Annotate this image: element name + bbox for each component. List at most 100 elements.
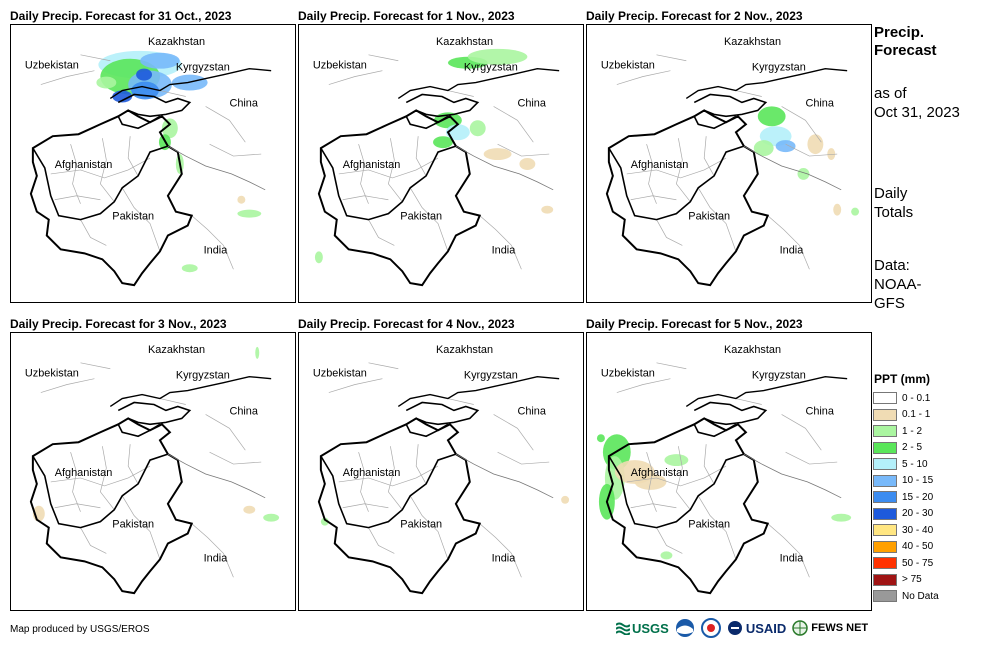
afghanistan-pakistan-border <box>29 417 194 595</box>
admin-boundary <box>735 90 822 143</box>
legend-swatch <box>873 573 897 586</box>
partner-logos: USGS USAID FEWS NET <box>616 618 868 638</box>
totals-label: Totals <box>874 204 914 221</box>
admin-boundary <box>342 503 389 509</box>
as-of-date: as of Oct 31, 2023 <box>874 84 974 122</box>
country-label: Pakistan <box>112 211 154 223</box>
panel-title-3: Daily Precip. Forecast for 2 Nov., 2023 <box>586 9 803 23</box>
map-svg-4: Kazakhstan Uzbekistan Kyrgyzstan China Afgha… <box>25 344 280 595</box>
legend-item: 0 - 0.1 <box>873 390 939 407</box>
country-label: India <box>780 552 805 564</box>
precip-area <box>237 209 262 218</box>
india-border <box>743 145 842 191</box>
country-label: Kazakhstan <box>148 344 205 356</box>
admin-boundary <box>703 444 715 485</box>
admin-boundary <box>70 144 81 204</box>
precip-area <box>753 140 774 157</box>
precip-area <box>660 551 673 560</box>
precip-area <box>181 264 198 273</box>
map-panel-6: Kazakhstan Uzbekistan Kyrgyzstan China Afgha… <box>586 332 872 611</box>
admin-boundary <box>409 187 449 252</box>
country-label: Uzbekistan <box>313 60 367 72</box>
admin-boundary <box>409 495 449 560</box>
precip-area <box>807 134 824 155</box>
precip-area <box>237 195 246 204</box>
admin-boundary <box>479 523 522 578</box>
map-svg-5: Kazakhstan Uzbekistan Kyrgyzstan China Afgha… <box>313 344 570 595</box>
data-label: Data: <box>874 257 910 274</box>
country-label: Kyrgyzstan <box>752 370 806 382</box>
legend-label: 10 - 15 <box>902 475 934 487</box>
as-of-value: Oct 31, 2023 <box>874 104 960 121</box>
admin-boundary <box>415 136 427 177</box>
admin-boundary <box>735 398 822 451</box>
country-label: India <box>780 244 805 256</box>
afghanistan-pakistan-border <box>29 109 194 287</box>
admin-boundary <box>100 446 115 510</box>
precip-area <box>320 517 329 526</box>
precip-area <box>775 140 796 153</box>
globe-icon <box>792 620 809 636</box>
data-source-text: Data: NOAA- GFS <box>874 256 974 313</box>
precip-area <box>314 251 323 264</box>
panel-title-5: Daily Precip. Forecast for 4 Nov., 2023 <box>298 317 515 331</box>
admin-boundary <box>368 219 395 246</box>
admin-boundary <box>656 527 683 554</box>
admin-boundary <box>121 495 161 560</box>
afghanistan-pakistan-border <box>605 417 770 595</box>
precip-area <box>596 434 605 443</box>
precip-area <box>136 68 153 81</box>
admin-boundary <box>50 157 151 179</box>
country-label: China <box>805 405 834 417</box>
legend-item: No Data <box>873 588 939 605</box>
admin-boundary <box>50 465 151 487</box>
legend-title: PPT (mm) <box>874 372 931 386</box>
admin-boundary <box>479 215 522 270</box>
tajikistan-border <box>693 109 737 130</box>
precip-area <box>263 513 280 522</box>
legend-label: 15 - 20 <box>902 491 934 503</box>
legend-swatch <box>873 392 897 405</box>
country-label: Uzbekistan <box>601 368 655 380</box>
usgs-logo: USGS <box>616 621 669 636</box>
country-label: Uzbekistan <box>25 368 79 380</box>
map-svg-2: Kazakhstan Uzbekistan Kyrgyzstan China Afgha… <box>313 36 560 287</box>
country-label: India <box>492 552 517 564</box>
precip-area <box>664 454 689 467</box>
legend-swatch <box>873 590 897 603</box>
forecast-title-line1: Precip. <box>874 24 925 41</box>
afghanistan-pakistan-border <box>317 109 482 287</box>
admin-boundary <box>497 143 550 157</box>
legend-swatch <box>873 441 897 454</box>
legend-label: 40 - 50 <box>902 541 934 553</box>
country-label: Afghanistan <box>343 159 401 171</box>
legend-item: 30 - 40 <box>873 522 939 539</box>
admin-boundary <box>70 452 81 512</box>
legend-label: No Data <box>902 590 939 602</box>
precip-area <box>161 118 178 139</box>
map-panel-2: Kazakhstan Uzbekistan Kyrgyzstan China Afgha… <box>298 24 584 303</box>
precip-area <box>467 48 528 65</box>
admin-boundary <box>785 143 838 157</box>
country-label: Kazakhstan <box>148 36 205 48</box>
legend-swatch <box>873 540 897 553</box>
admin-boundary <box>342 195 389 201</box>
precip-area <box>831 513 852 522</box>
kazakhstan-border <box>109 375 272 408</box>
admin-boundary <box>497 451 550 465</box>
country-label: Pakistan <box>400 211 442 223</box>
precip-area <box>483 148 512 161</box>
admin-boundary <box>447 398 534 451</box>
precip-area <box>561 495 570 504</box>
admin-boundary <box>121 187 161 252</box>
map-panel-1: Kazakhstan Uzbekistan Kyrgyzstan China Afgha… <box>10 24 296 303</box>
legend-item: 20 - 30 <box>873 506 939 523</box>
precip-area <box>140 52 180 69</box>
legend-item: 40 - 50 <box>873 539 939 556</box>
admin-boundary <box>191 523 234 578</box>
afghanistan-pakistan-divide <box>32 145 169 221</box>
admin-boundary <box>127 444 139 485</box>
data-source-line1: NOAA- <box>874 276 922 293</box>
country-label: Afghanistan <box>343 467 401 479</box>
fewsnet-logo: FEWS NET <box>792 620 868 636</box>
